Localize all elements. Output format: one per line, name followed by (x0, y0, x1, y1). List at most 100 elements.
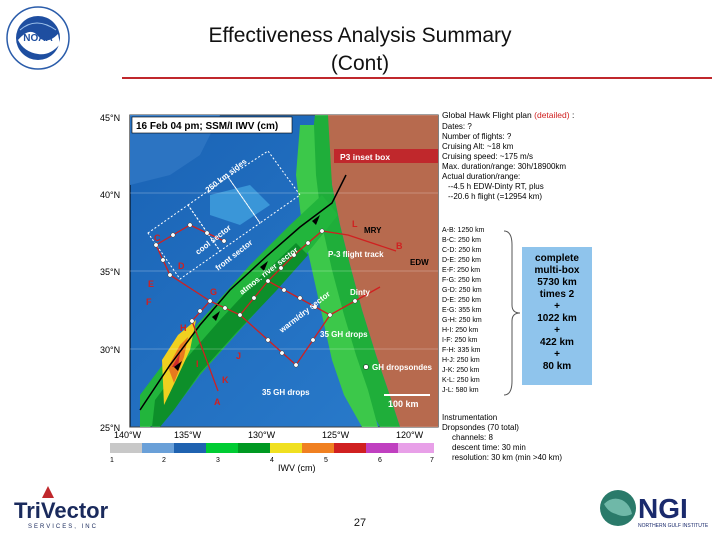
colorbar-tick: 2 (162, 457, 166, 464)
map-title-box (131, 116, 293, 134)
page-title: Effectiveness Analysis Summary (Cont) (150, 22, 570, 78)
latitude-labels: 45°N 40°N 35°N 30°N 25°N (100, 113, 120, 433)
colorbar-tick: 5 (324, 457, 328, 464)
summary-line: multi-box (535, 265, 580, 276)
longitude-labels: 140°W 135°W 130°W 125°W 120°W (114, 430, 424, 440)
mry-label: MRY (364, 226, 382, 235)
leg-distance: C-D: 250 km (442, 247, 481, 254)
leg-distance: J-L: 580 km (442, 387, 479, 394)
flight-box-grid (147, 150, 301, 280)
station-labels: MRY EDW (364, 226, 429, 267)
ngi-tagline: NORTHERN GULF INSTITUTE (638, 523, 709, 529)
cold-front-line (139, 174, 347, 411)
title-divider (122, 77, 712, 79)
summary-line: + (554, 325, 560, 336)
leg-distance: D-E: 250 km (442, 297, 481, 304)
waypoint-label: F (146, 297, 152, 307)
leg-distance: G-D: 250 km (442, 287, 482, 294)
summary-line: 80 km (543, 361, 571, 372)
lat-label: 40°N (100, 190, 120, 200)
colorbar-tick: 4 (270, 457, 274, 464)
dropsonde-points (153, 222, 358, 368)
colorbar (110, 443, 434, 453)
leg-distance: F-H: 335 km (442, 347, 481, 354)
colorbar-swatch (302, 443, 334, 453)
waypoint-label: C (154, 233, 161, 243)
page-title-line1: Effectiveness Analysis Summary (208, 24, 512, 47)
lat-label: 25°N (100, 423, 120, 433)
flight-plan-line: --4.5 h EDW-Dinty RT, plus (448, 182, 544, 191)
noaa-logo: NOAA (6, 6, 70, 70)
ngi-logo: NGI NORTHERN GULF INSTITUTE (600, 490, 709, 529)
waypoint-label: K (222, 375, 229, 385)
iwv-map-figure: 16 Feb 04 pm; SSM/I IWV (cm) 45°N 40°N 3… (100, 110, 592, 473)
leg-distance: I-F: 250 km (442, 337, 478, 344)
drops-label: 35 GH drops (320, 330, 368, 339)
waypoint-label: B (396, 241, 403, 251)
trivector-mark (42, 486, 54, 498)
summary-line: complete (535, 253, 579, 264)
summary-line: 5730 km (537, 277, 577, 288)
waypoint-labels: A B C D E F G H I J K L (146, 219, 403, 407)
instrumentation-line: Dropsondes (70 total) (442, 423, 519, 432)
drops-label-south: 35 GH drops (262, 388, 310, 397)
colorbar-ticks: 1 2 3 4 5 6 7 (110, 457, 434, 464)
colorbar-tick: 7 (430, 457, 434, 464)
waypoint-label: J (236, 351, 241, 361)
trivector-logo: TriVector SERVICES, INC (14, 486, 109, 530)
summary-line: 1022 km (537, 313, 577, 324)
summary-line: 422 km (540, 337, 574, 348)
flight-plan-title-colon: : (572, 110, 574, 120)
moisture-max-red (172, 353, 180, 367)
edw-label: EDW (410, 258, 429, 267)
instrumentation-line: descent time: 30 min (452, 443, 526, 452)
leg-distance-list: A-B: 1250 km B-C: 250 km C-D: 250 km D-E… (442, 227, 485, 394)
colorbar-swatch (270, 443, 302, 453)
p3-inset-box (334, 149, 438, 163)
flight-plan-title: Global Hawk Flight plan (detailed) : (442, 110, 574, 120)
lon-label: 135°W (174, 430, 202, 440)
colorbar-tick: 6 (378, 457, 382, 464)
page-title-line2: (Cont) (330, 52, 390, 75)
flight-plan-panel: Global Hawk Flight plan (detailed) : Dat… (442, 110, 574, 201)
leg-distance: G-H: 250 km (442, 317, 482, 324)
leg-distance: F-G: 250 km (442, 277, 481, 284)
summary-box (522, 247, 592, 385)
flight-plan-detailed-link: (detailed) (534, 110, 570, 120)
scale-label: 100 km (388, 399, 419, 409)
leg-distance: A-B: 1250 km (442, 227, 485, 234)
waypoint-label: A (214, 397, 221, 407)
instrumentation-line: Instrumentation (442, 413, 497, 422)
summary-text: complete multi-box 5730 km times 2 + 102… (535, 253, 580, 372)
flight-plan-line: Dates: ? (442, 122, 472, 131)
graticule (130, 114, 438, 428)
waypoint-label: H (180, 323, 187, 333)
colorbar-swatch (142, 443, 174, 453)
noaa-logo-text: NOAA (23, 33, 52, 44)
instrumentation-line: channels: 8 (452, 433, 493, 442)
ngi-name: NGI (638, 493, 688, 524)
trivector-name: TriVector (14, 498, 109, 523)
flight-plan-line: Max. duration/range: 30h/18900km (442, 162, 566, 171)
lon-label: 140°W (114, 430, 142, 440)
flight-plan-title-text: Global Hawk Flight plan (442, 110, 532, 120)
p3-track-label: P-3 flight track (328, 250, 384, 259)
lat-label: 30°N (100, 345, 120, 355)
colorbar-swatch (206, 443, 238, 453)
dinty-label: Dinty (350, 288, 371, 297)
page-number: 27 (353, 517, 367, 529)
instrumentation-block: Instrumentation Dropsondes (70 total) ch… (442, 413, 562, 462)
summary-line: + (554, 301, 560, 312)
waypoint-label: D (178, 261, 185, 271)
summary-line: + (554, 349, 560, 360)
instrumentation-line: resolution: 30 km (min >40 km) (452, 453, 562, 462)
flight-plan-line: Number of flights: ? (442, 132, 512, 141)
front-triangles (174, 215, 320, 371)
legs-brace (503, 230, 521, 396)
colorbar-tick: 1 (110, 457, 114, 464)
waypoint-label: I (196, 359, 199, 369)
map-title: 16 Feb 04 pm; SSM/I IWV (cm) (136, 121, 278, 132)
flight-plan-line: Actual duration/range: (442, 172, 520, 181)
colorbar-swatch (174, 443, 206, 453)
flight-plan-line: Cruising speed: ~175 m/s (442, 152, 533, 161)
